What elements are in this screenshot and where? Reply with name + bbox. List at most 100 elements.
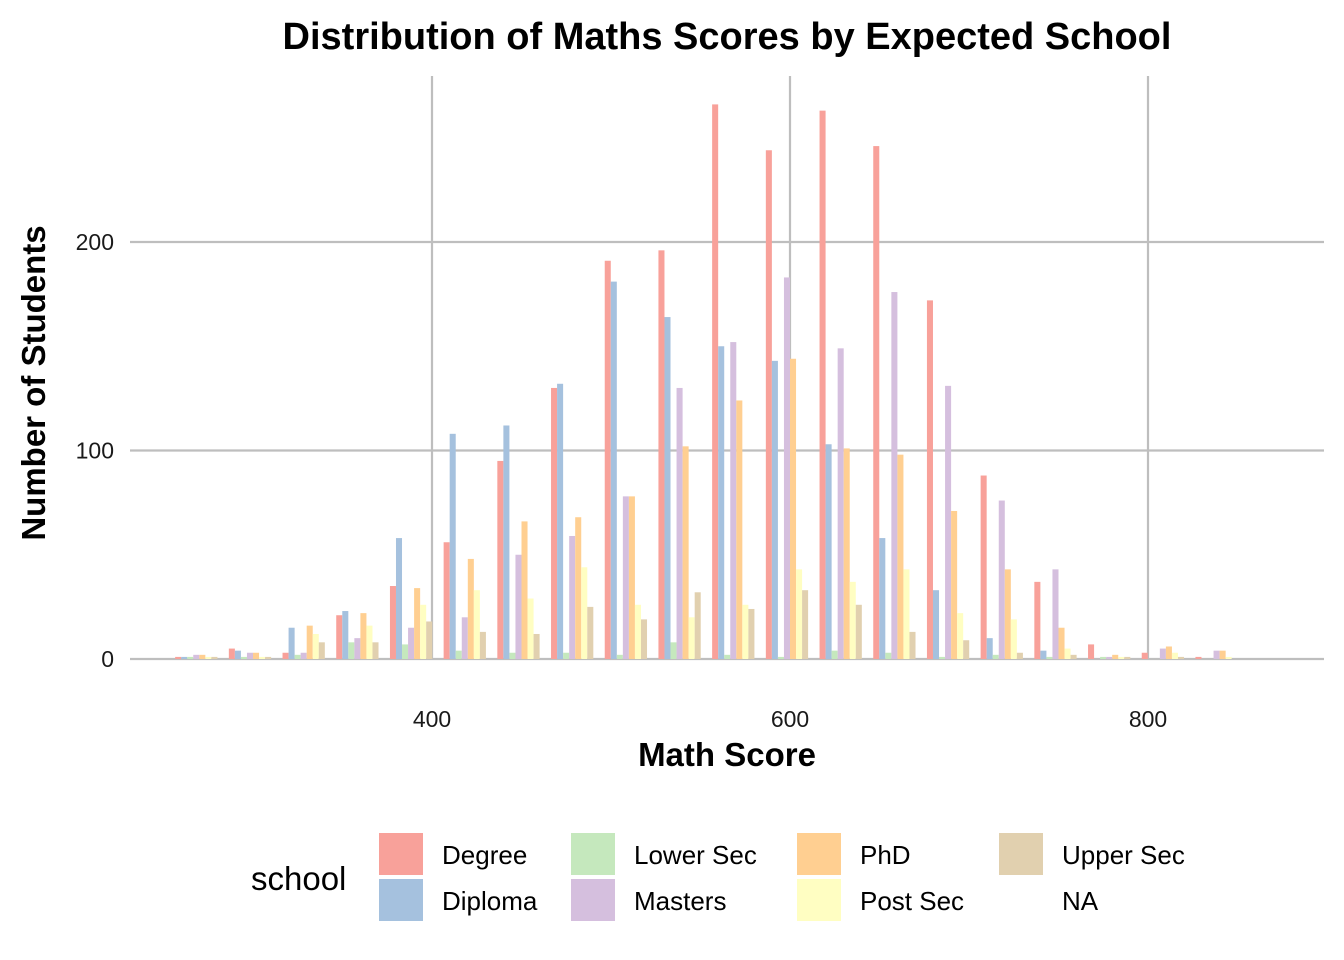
bar-diploma: [1040, 650, 1047, 659]
legend-label-phd: PhD: [860, 840, 911, 870]
bar-masters: [515, 554, 522, 659]
bars: [175, 104, 1232, 660]
legend-label-post-sec: Post Sec: [860, 886, 964, 916]
y-axis-label: Number of Students: [15, 225, 52, 540]
bar-upper-sec: [265, 656, 272, 659]
bar-lower-sec: [885, 652, 892, 659]
bar-diploma: [771, 360, 778, 659]
bar-lower-sec: [992, 654, 999, 659]
bar-masters: [730, 342, 737, 659]
bar-diploma: [718, 346, 725, 659]
bar-upper-sec: [909, 631, 916, 659]
bar-upper-sec: [694, 592, 701, 659]
bar-masters: [945, 385, 952, 659]
bar-degree: [1034, 581, 1041, 659]
legend-swatch-masters: [571, 879, 615, 921]
bar-phd: [521, 521, 528, 659]
bar-phd: [199, 654, 206, 659]
bar-post-sec: [366, 625, 373, 659]
bar-masters: [622, 496, 629, 659]
bar-lower-sec: [348, 642, 355, 659]
bar-upper-sec: [963, 640, 970, 659]
legend-label-masters: Masters: [634, 886, 726, 916]
grid-lines: [130, 76, 1324, 661]
bar-masters: [1159, 648, 1166, 659]
bar-lower-sec: [1100, 656, 1107, 659]
bar-degree: [819, 110, 826, 659]
x-axis-label: Math Score: [638, 736, 816, 773]
bar-post-sec: [849, 581, 856, 659]
bar-lower-sec: [724, 654, 731, 659]
bar-post-sec: [1225, 656, 1232, 659]
bar-lower-sec: [509, 652, 516, 659]
legend-swatch-upper-sec: [999, 833, 1043, 875]
y-axis-ticks: 0 100 200: [76, 229, 114, 672]
bar-upper-sec: [640, 619, 648, 659]
legend-title: school: [251, 860, 346, 897]
legend-swatch-lower-sec: [571, 833, 615, 875]
bar-diploma: [986, 638, 993, 659]
y-tick-label: 0: [101, 646, 114, 672]
bar-upper-sec: [1124, 656, 1131, 659]
legend-label-upper-sec: Upper Sec: [1062, 840, 1185, 870]
x-axis-ticks: 400 600 800: [413, 706, 1167, 732]
bar-diploma: [879, 538, 886, 659]
bar-diploma: [664, 317, 671, 659]
y-tick-label: 200: [76, 229, 114, 255]
bar-lower-sec: [1046, 656, 1053, 659]
bar-degree: [926, 300, 933, 659]
bar-upper-sec: [318, 642, 325, 659]
bar-upper-sec: [211, 656, 218, 659]
bar-phd: [467, 558, 474, 659]
bar-post-sec: [688, 617, 695, 659]
bar-diploma: [342, 611, 349, 659]
bar-diploma: [503, 425, 510, 659]
bar-degree: [604, 260, 611, 659]
bar-diploma: [610, 281, 617, 659]
bar-masters: [193, 654, 200, 659]
bar-masters: [891, 292, 898, 659]
bar-lower-sec: [616, 654, 623, 659]
bar-post-sec: [903, 569, 910, 659]
bar-lower-sec: [402, 644, 409, 659]
bar-upper-sec: [748, 608, 755, 659]
bar-post-sec: [473, 590, 480, 659]
bar-post-sec: [1171, 652, 1178, 659]
legend-label-diploma: Diploma: [442, 886, 538, 916]
bar-upper-sec: [802, 590, 809, 659]
legend-swatch-phd: [797, 833, 841, 875]
bar-phd: [306, 625, 313, 659]
legend-label-degree: Degree: [442, 840, 527, 870]
bar-lower-sec: [294, 654, 301, 659]
bar-diploma: [234, 650, 241, 659]
bar-masters: [783, 277, 790, 659]
bar-post-sec: [1064, 648, 1071, 659]
bar-post-sec: [1118, 656, 1125, 659]
bar-degree: [228, 648, 235, 659]
bar-degree: [1195, 656, 1202, 659]
bar-degree: [1088, 644, 1095, 659]
bar-upper-sec: [1070, 654, 1077, 659]
bar-masters: [300, 652, 307, 659]
bar-lower-sec: [187, 656, 194, 659]
bar-upper-sec: [855, 604, 862, 659]
bar-degree: [765, 150, 772, 659]
bar-post-sec: [312, 633, 319, 659]
bar-phd: [682, 446, 689, 659]
bar-degree: [175, 656, 182, 659]
bar-post-sec: [581, 567, 588, 659]
bar-masters: [998, 500, 1005, 659]
bar-masters: [1106, 656, 1113, 659]
bar-diploma: [825, 444, 832, 659]
legend-swatch-na: [999, 879, 1043, 921]
bar-lower-sec: [777, 656, 784, 659]
bar-phd: [414, 588, 421, 659]
bar-post-sec: [742, 604, 749, 659]
bar-post-sec: [259, 656, 266, 659]
bar-post-sec: [205, 656, 212, 659]
bar-lower-sec: [563, 652, 570, 659]
bar-phd: [897, 454, 904, 659]
bar-post-sec: [420, 604, 427, 659]
bar-degree: [389, 586, 396, 659]
bar-upper-sec: [533, 633, 540, 659]
